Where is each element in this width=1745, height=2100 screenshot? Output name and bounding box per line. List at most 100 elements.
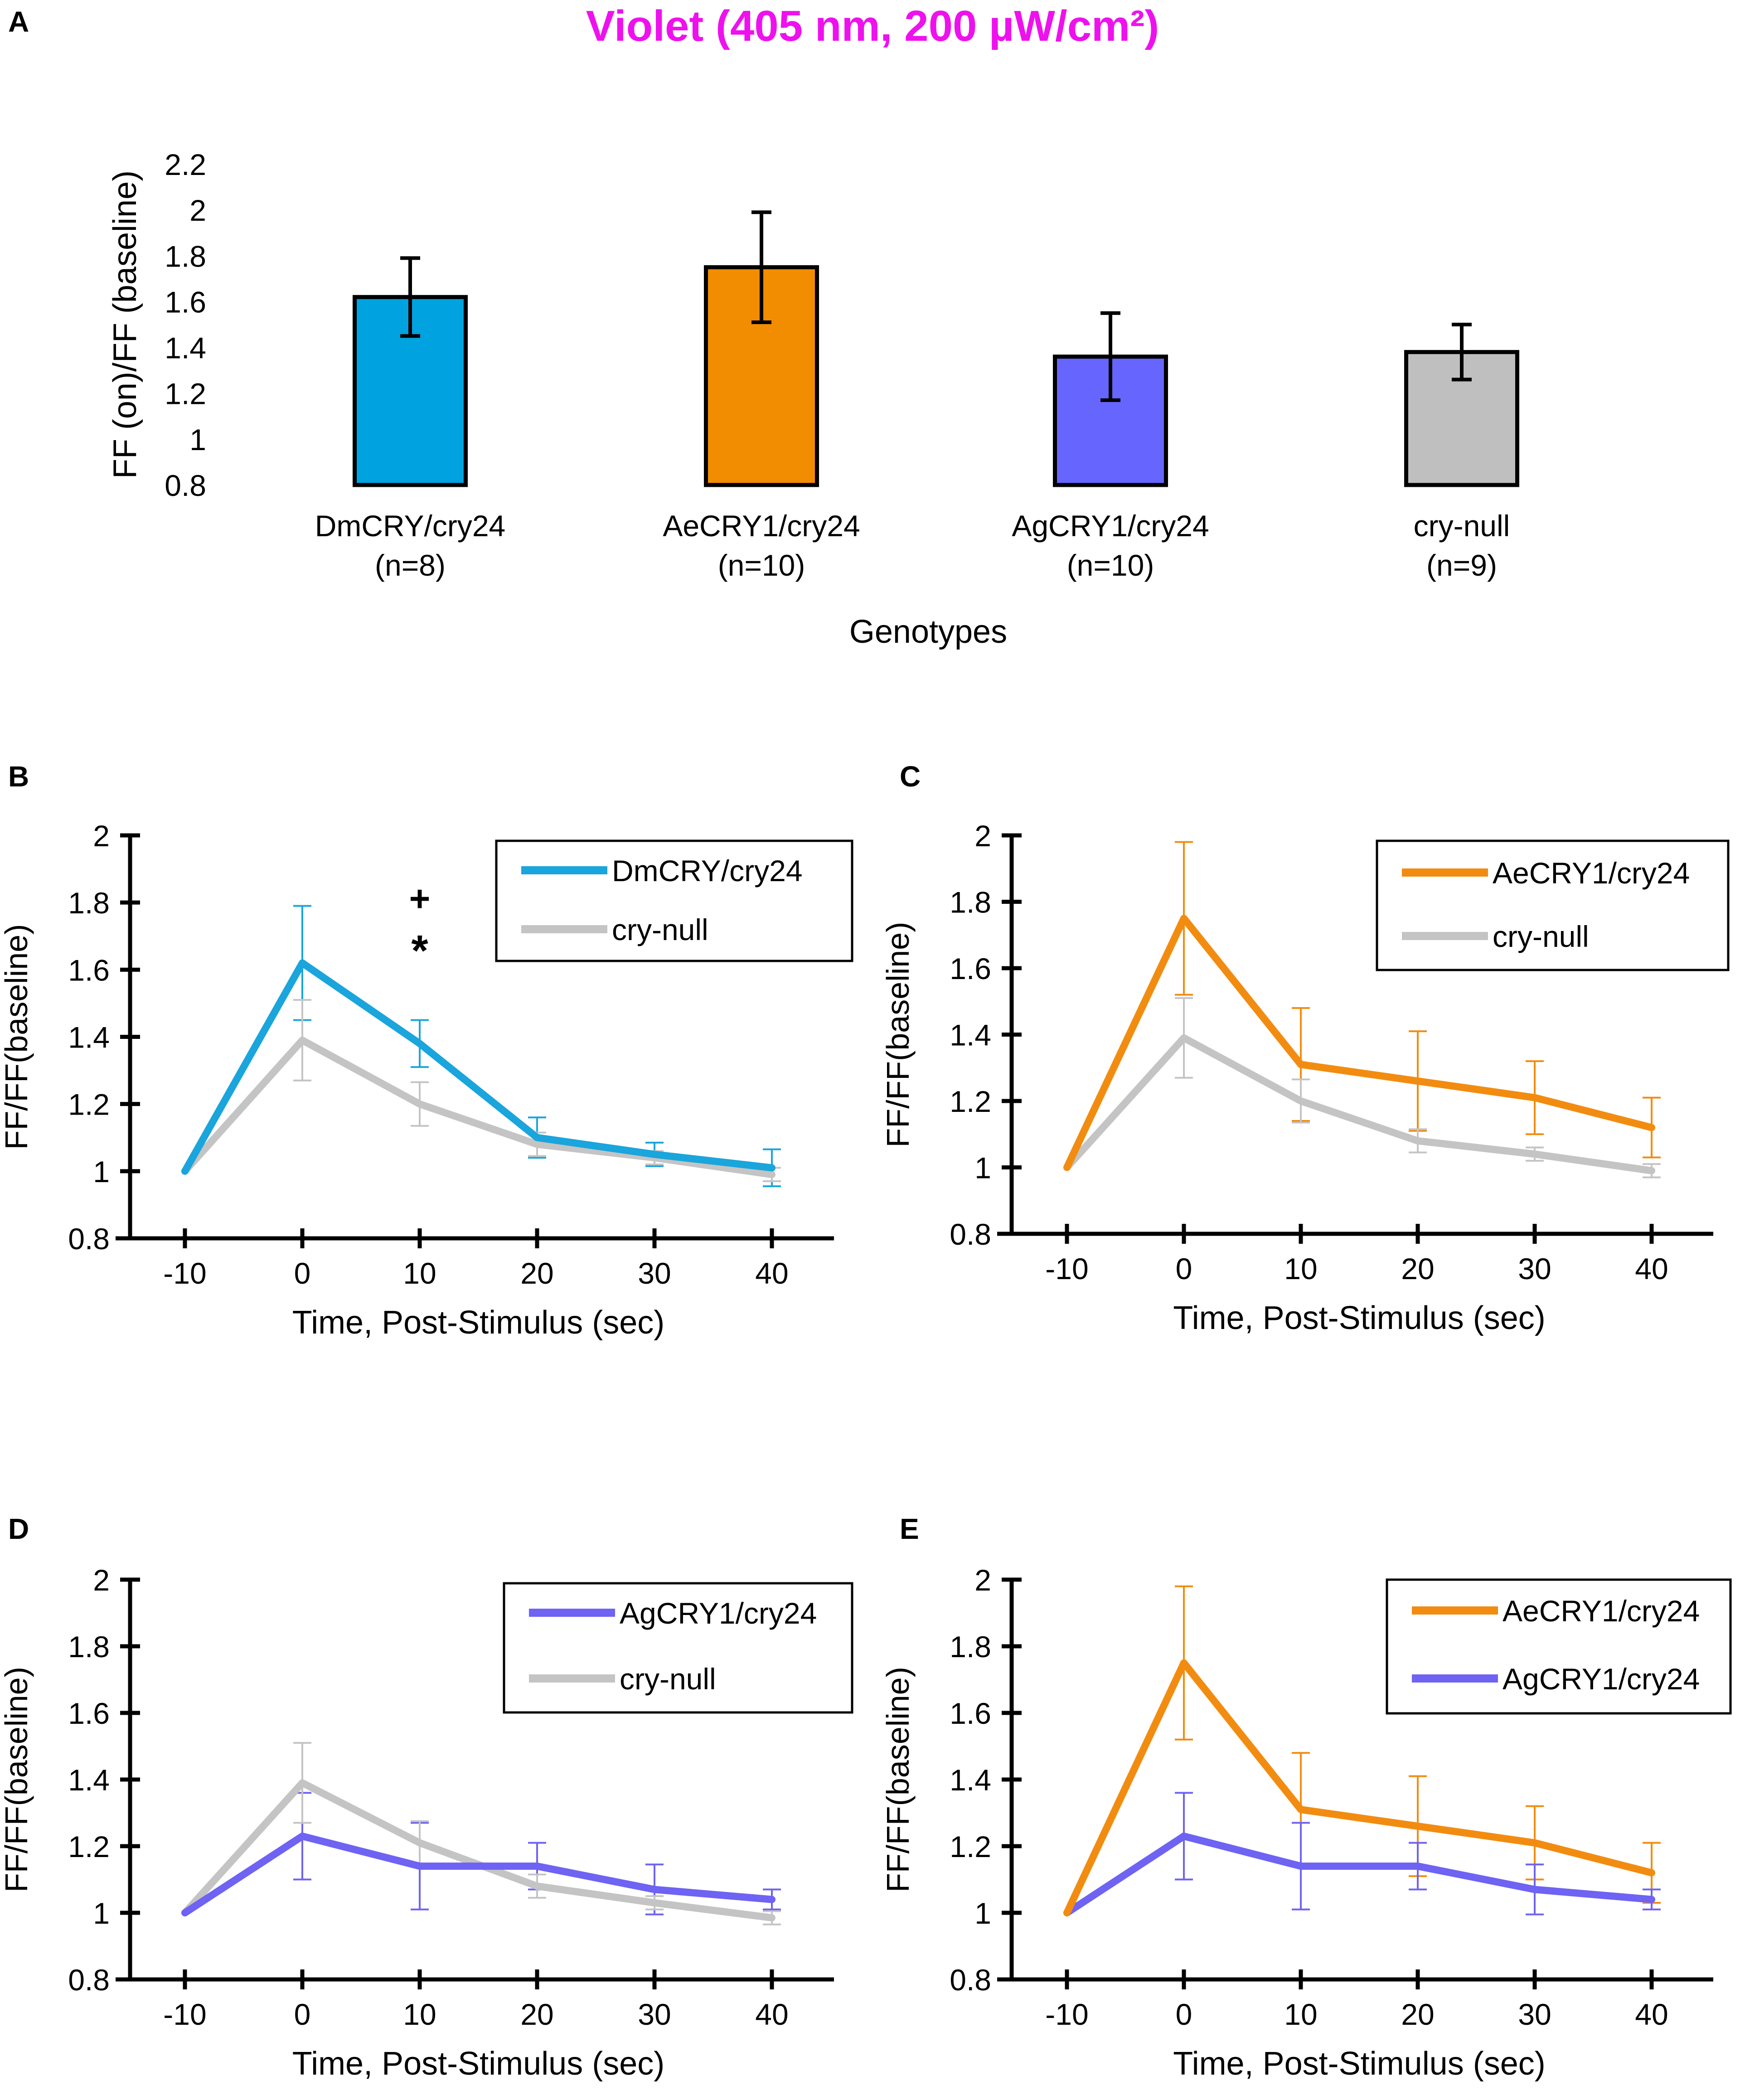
panel-b-xtick-label: -10: [163, 1256, 206, 1290]
panel-a-ytick-label: 1.2: [165, 377, 206, 411]
panel-b-data-point: [534, 1135, 540, 1140]
panel-b-annotation-star: *: [411, 926, 428, 975]
panel-d-ylabel: FF/FF(baseline): [0, 1667, 34, 1892]
panel-a-category-label: cry-null: [1414, 509, 1510, 543]
panel-e-ytick-label: 2: [974, 1563, 991, 1597]
panel-d-ytick-label: 1.6: [68, 1697, 110, 1730]
panel-e-xtick-label: 20: [1401, 1998, 1434, 2031]
panel-d-legend: [503, 1582, 853, 1714]
panel-a-bar-chart: 0.8 1 1.2 1.4 1.6 1.8 2 2.2 FF (on)/FF (baseline…: [107, 148, 1519, 650]
panel-a-category-label: DmCRY/cry24: [315, 509, 506, 543]
panel-b-line-chart: 0.8 1 1.2 1.4 1.6 1.8 2 FF/FF(baseline) -10 0 10 20…: [0, 819, 853, 1341]
panel-label-c: C: [900, 760, 921, 793]
panel-c-data-point: [1649, 1168, 1654, 1174]
panel-b-ytick-label: 1.8: [68, 886, 110, 920]
panel-a-ytick-label: 1.4: [165, 331, 206, 365]
panel-b-ytick-label: 0.8: [68, 1222, 110, 1256]
panel-c-data-point: [1181, 1035, 1187, 1041]
panel-d-data-point: [534, 1883, 540, 1889]
panel-b-ytick-label: 1.2: [68, 1088, 110, 1121]
panel-c-xtick-label: 40: [1635, 1252, 1668, 1285]
panel-c-ytick-label: 1.4: [950, 1018, 991, 1052]
panel-c-data-point: [1415, 1138, 1420, 1144]
panel-e-xlabel: Time, Post-Stimulus (sec): [1173, 2046, 1545, 2082]
panel-e-xtick-label: 30: [1518, 1998, 1551, 2031]
panel-c-data-point: [1298, 1098, 1304, 1104]
panel-c-data-point: [1415, 1078, 1420, 1084]
figure-title: Violet (405 nm, 200 µW/cm²): [586, 2, 1159, 50]
panel-c-line-chart: 0.8 1 1.2 1.4 1.6 1.8 2 FF/FF(baseline) -10 0 10 20…: [880, 819, 1730, 1336]
panel-e-data-point: [1415, 1863, 1420, 1869]
panel-b-xtick-label: 10: [403, 1256, 436, 1290]
panel-b-ytick-label: 1.4: [68, 1021, 110, 1054]
panel-d-ytick-label: 1.8: [68, 1630, 110, 1664]
panel-d-data-point: [769, 1896, 775, 1902]
panel-c-data-point: [1298, 1062, 1304, 1067]
panel-e-xtick-label: 40: [1635, 1998, 1668, 2031]
panel-a-ytick-label: 0.8: [165, 469, 206, 502]
panel-b-annotation-plus: +: [409, 878, 431, 919]
panel-b-xtick-label: 30: [638, 1256, 671, 1290]
panel-c-xtick-label: 0: [1176, 1252, 1192, 1285]
panel-c-data-point: [1649, 1125, 1654, 1130]
panel-a-n-label: (n=9): [1426, 548, 1497, 582]
panel-d-series-line: [181, 1832, 776, 1916]
panels: A B C D E 0.8 1 1.2 1.4 1.6 1.8 2 2.2 FF (on)/FF (bas…: [0, 5, 1732, 2082]
panel-d-ytick-label: 1.2: [68, 1830, 110, 1863]
panel-d-xtick-label: 10: [403, 1998, 436, 2031]
panel-c-ytick-label: 2: [974, 819, 991, 853]
panel-b-data-point: [534, 1141, 540, 1147]
panel-c-data-point: [1181, 916, 1187, 921]
panel-c-data-point: [1064, 1164, 1070, 1170]
panel-a-ylabel: FF (on)/FF (baseline): [107, 170, 143, 479]
panel-e-data-point: [1649, 1870, 1654, 1876]
panel-a-category-label: AgCRY1/cry24: [1012, 509, 1209, 543]
panel-b-ylabel: FF/FF(baseline): [0, 924, 34, 1150]
panel-c-ytick-label: 1.2: [950, 1085, 991, 1118]
panel-a-ytick-label: 1.6: [165, 285, 206, 319]
panel-c-legend: [1376, 839, 1730, 971]
panel-label-b: B: [8, 760, 29, 793]
panel-d-xtick-label: -10: [163, 1998, 206, 2031]
panel-d-data-point: [769, 1915, 775, 1921]
panel-c-series-line: [1063, 915, 1655, 1171]
panel-label-a: A: [8, 5, 29, 38]
panel-e-data-point: [1181, 1833, 1187, 1839]
panel-d-xtick-label: 0: [294, 1998, 311, 2031]
panel-d-line-chart: 0.8 1 1.2 1.4 1.6 1.8 2 FF/FF(baseline) -10 0 10 20…: [0, 1563, 853, 2082]
panel-a-category-label: AeCRY1/cry24: [663, 509, 860, 543]
panel-b-data-point: [417, 1101, 422, 1107]
panel-label-e: E: [900, 1513, 919, 1545]
panel-c-legend-label: cry-null: [1493, 920, 1589, 953]
panel-e-data-point: [1415, 1823, 1420, 1829]
panel-d-xtick-label: 20: [520, 1998, 553, 2031]
panel-c-xlabel: Time, Post-Stimulus (sec): [1173, 1300, 1545, 1336]
panel-b-legend-label: cry-null: [612, 913, 708, 946]
panel-c-data-point: [1532, 1095, 1537, 1101]
panel-c-xtick-label: 30: [1518, 1252, 1551, 1285]
panel-e-ytick-label: 1.2: [950, 1830, 991, 1863]
panel-a-n-label: (n=10): [718, 548, 805, 582]
panel-b-ytick-label: 1: [93, 1155, 110, 1188]
panel-b-data-point: [769, 1172, 775, 1178]
panel-b-xtick-label: 20: [520, 1256, 553, 1290]
panel-b-series-line: [181, 1036, 776, 1179]
panel-d-data-point: [652, 1900, 657, 1906]
panel-b-data-point: [182, 1168, 188, 1174]
panel-e-series-line: [1063, 1832, 1655, 1916]
panel-d-xlabel: Time, Post-Stimulus (sec): [292, 2046, 664, 2082]
panel-a-n-label: (n=8): [375, 548, 446, 582]
panel-d-ytick-label: 0.8: [68, 1963, 110, 1997]
panel-b-data-point: [417, 1041, 422, 1047]
panel-c-ytick-label: 0.8: [950, 1217, 991, 1251]
panel-a-n-label: (n=10): [1067, 548, 1154, 582]
panel-b-xlabel: Time, Post-Stimulus (sec): [292, 1305, 664, 1341]
panel-b-data-point: [300, 960, 305, 966]
panel-d-xtick-label: 30: [638, 1998, 671, 2031]
panel-e-data-point: [1298, 1863, 1304, 1869]
panel-b-data-point: [769, 1165, 775, 1171]
panel-d-ytick-label: 2: [93, 1563, 110, 1597]
panel-e-ytick-label: 1.6: [950, 1697, 991, 1730]
panel-b-xtick-label: 0: [294, 1256, 311, 1290]
